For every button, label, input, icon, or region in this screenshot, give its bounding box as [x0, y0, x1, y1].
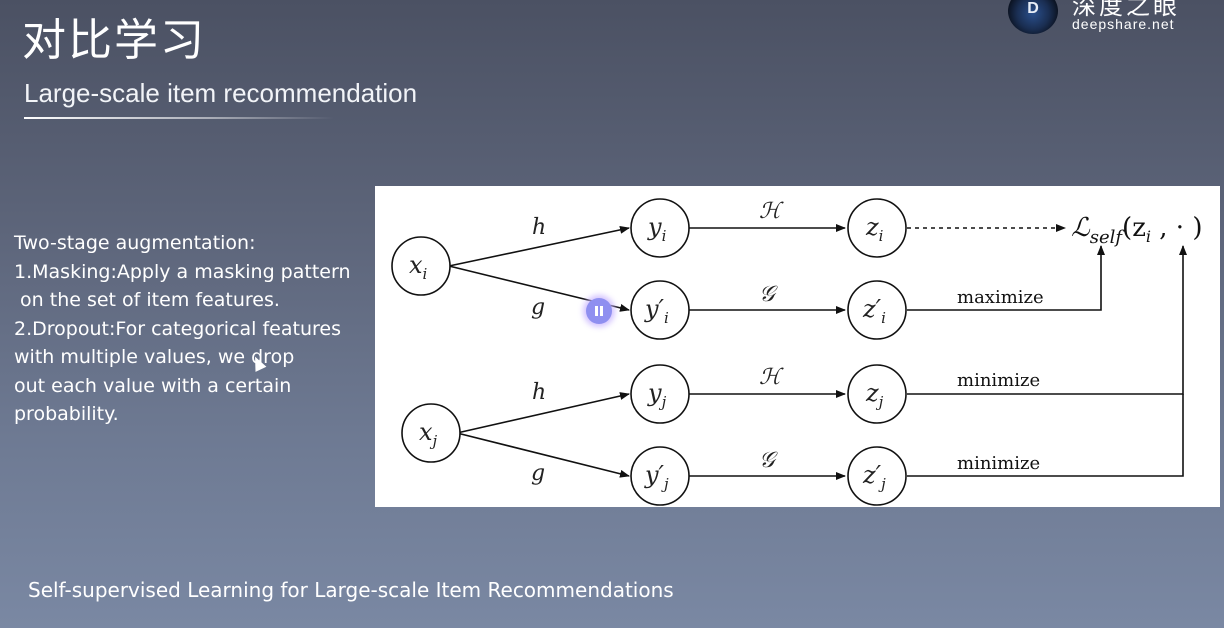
subtitle-underline [24, 117, 334, 119]
maximize-label: maximize [957, 287, 1044, 308]
edge-label-G-bottom: 𝒢 [759, 448, 778, 473]
node-zi-prime [847, 280, 907, 340]
notes-line: 2.Dropout:For categorical features [14, 317, 341, 340]
node-yi [630, 198, 690, 258]
edge-label-H-bottom: ℋ [759, 365, 784, 390]
notes-line: Two-stage augmentation: [14, 232, 256, 254]
pause-icon[interactable] [586, 298, 612, 324]
notes-line: 1.Masking:Apply a masking pattern [14, 260, 351, 283]
loss-label: ℒself(zi , · ) [1071, 213, 1202, 248]
diagram-panel: xi xj yi y′i yj y′j zi z′i zj z′j h g h … [375, 186, 1220, 507]
edge-xi-yi [448, 225, 630, 267]
node-xi [391, 236, 451, 296]
minimize-label-2: minimize [957, 453, 1040, 474]
node-yi-label: yi [647, 213, 667, 245]
node-yj-prime-label: y′j [644, 461, 669, 493]
node-xj [401, 403, 461, 463]
node-yi-prime-label: y′i [644, 295, 669, 327]
notes-line: with multiple values, we drop [14, 346, 295, 368]
edge-label-g-top: g [531, 295, 545, 320]
notes-line: probability. [14, 403, 119, 425]
logo-name-cn: 深度之眼 [1072, 0, 1180, 20]
notes-line: on the set of item features. [14, 289, 280, 311]
edge-label-G-top: 𝒢 [759, 282, 778, 307]
node-zj [847, 364, 907, 424]
node-zj-prime-label: z′j [862, 461, 886, 493]
edge-xj-yj [456, 392, 630, 434]
node-yj-prime [630, 446, 690, 506]
edge-label-h-bottom: h [532, 380, 546, 405]
edge-label-h-top: h [532, 215, 546, 240]
node-zi [847, 198, 907, 258]
minimize-label-1: minimize [957, 370, 1040, 391]
eye-logo-icon: D [1008, 0, 1058, 34]
node-yi-prime [630, 280, 690, 340]
node-yj [630, 364, 690, 424]
slide-subtitle: Large-scale item recommendation [24, 78, 418, 108]
logo-site: deepshare.net [1072, 16, 1175, 32]
node-zj-prime [847, 446, 907, 506]
slide-footer: Self-supervised Learning for Large-scale… [28, 578, 674, 602]
contrastive-diagram: xi xj yi y′i yj y′j zi z′i zj z′j h g h … [391, 198, 1202, 506]
node-zj-label: zj [865, 379, 884, 411]
augmentation-notes: Two-stage augmentation: 1.Masking:Apply … [14, 229, 364, 429]
node-zi-label: zi [865, 213, 884, 245]
edge-minimize-2 [907, 394, 1184, 477]
notes-line: out each value with a certain [14, 374, 292, 397]
deepshare-logo: D 深度之眼 deepshare.net [1006, 0, 1224, 40]
node-yj-label: yj [647, 379, 667, 411]
edge-label-H-top: ℋ [759, 199, 784, 224]
node-xi-label: xi [409, 251, 428, 283]
edge-label-g-bottom: g [531, 461, 545, 486]
edge-maximize [907, 245, 1105, 311]
node-xj-label: xj [419, 418, 438, 450]
edge-minimize-1 [907, 245, 1187, 395]
slide-title: 对比学习 [22, 15, 206, 66]
node-zi-prime-label: z′i [862, 295, 886, 327]
edge-xj-yj-prime [456, 432, 630, 478]
